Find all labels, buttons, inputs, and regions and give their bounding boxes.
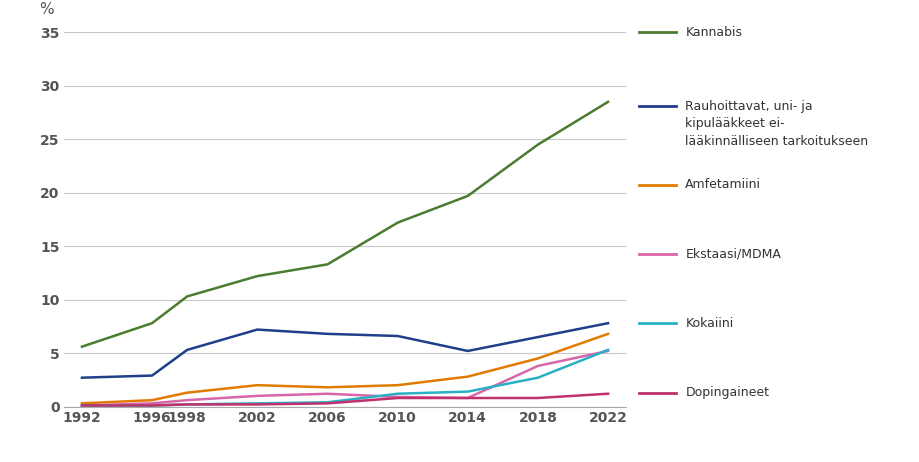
Text: Kokaiini: Kokaiini — [685, 317, 732, 330]
Ekstaasi/MDMA — [181, 397, 192, 403]
Dopingaineet — [602, 391, 613, 396]
Dopingaineet — [181, 401, 192, 407]
Kokaiini — [602, 347, 613, 353]
Kannabis — [391, 220, 403, 225]
Rauhoittavat, uni- ja
kipulääkkeet ei-
lääkinnälliseen tarkoitukseen — [602, 320, 613, 326]
Amfetamiini — [252, 383, 263, 388]
Dopingaineet — [532, 395, 543, 401]
Dopingaineet — [461, 395, 472, 401]
Text: Rauhoittavat, uni- ja: Rauhoittavat, uni- ja — [685, 100, 812, 113]
Kannabis — [146, 320, 157, 326]
Dopingaineet — [76, 403, 87, 408]
Amfetamiini — [602, 331, 613, 337]
Line: Kokaiini: Kokaiini — [82, 350, 607, 406]
Amfetamiini — [146, 397, 157, 403]
Kannabis — [181, 294, 192, 299]
Ekstaasi/MDMA — [322, 391, 333, 396]
Kannabis — [252, 274, 263, 279]
Rauhoittavat, uni- ja
kipulääkkeet ei-
lääkinnälliseen tarkoitukseen — [146, 373, 157, 378]
Rauhoittavat, uni- ja
kipulääkkeet ei-
lääkinnälliseen tarkoitukseen — [181, 347, 192, 353]
Dopingaineet — [391, 395, 403, 401]
Amfetamiini — [532, 356, 543, 361]
Dopingaineet — [322, 401, 333, 406]
Amfetamiini — [76, 401, 87, 406]
Text: Kannabis: Kannabis — [685, 26, 742, 39]
Line: Rauhoittavat, uni- ja
kipulääkkeet ei-
lääkinnälliseen tarkoitukseen: Rauhoittavat, uni- ja kipulääkkeet ei- l… — [82, 323, 607, 378]
Ekstaasi/MDMA — [76, 403, 87, 408]
Rauhoittavat, uni- ja
kipulääkkeet ei-
lääkinnälliseen tarkoitukseen — [391, 333, 403, 339]
Amfetamiini — [322, 384, 333, 390]
Kannabis — [532, 142, 543, 147]
Rauhoittavat, uni- ja
kipulääkkeet ei-
lääkinnälliseen tarkoitukseen — [322, 331, 333, 337]
Ekstaasi/MDMA — [391, 394, 403, 400]
Kokaiini — [391, 391, 403, 396]
Kokaiini — [532, 375, 543, 381]
Rauhoittavat, uni- ja
kipulääkkeet ei-
lääkinnälliseen tarkoitukseen — [76, 375, 87, 381]
Rauhoittavat, uni- ja
kipulääkkeet ei-
lääkinnälliseen tarkoitukseen — [252, 327, 263, 332]
Ekstaasi/MDMA — [461, 395, 472, 401]
Line: Dopingaineet: Dopingaineet — [82, 394, 607, 406]
Amfetamiini — [391, 383, 403, 388]
Rauhoittavat, uni- ja
kipulääkkeet ei-
lääkinnälliseen tarkoitukseen — [532, 334, 543, 340]
Amfetamiini — [461, 374, 472, 379]
Ekstaasi/MDMA — [146, 401, 157, 406]
Kannabis — [76, 344, 87, 349]
Text: %: % — [40, 2, 53, 18]
Kannabis — [602, 99, 613, 104]
Kannabis — [461, 193, 472, 199]
Rauhoittavat, uni- ja
kipulääkkeet ei-
lääkinnälliseen tarkoitukseen — [461, 348, 472, 354]
Kokaiini — [146, 403, 157, 408]
Ekstaasi/MDMA — [252, 393, 263, 399]
Kokaiini — [181, 401, 192, 407]
Dopingaineet — [146, 403, 157, 408]
Ekstaasi/MDMA — [532, 363, 543, 369]
Line: Ekstaasi/MDMA: Ekstaasi/MDMA — [82, 351, 607, 406]
Text: kipulääkkeet ei-: kipulääkkeet ei- — [685, 117, 784, 130]
Text: Amfetamiini: Amfetamiini — [685, 178, 761, 191]
Kokaiini — [76, 403, 87, 408]
Kokaiini — [461, 389, 472, 395]
Ekstaasi/MDMA — [602, 348, 613, 354]
Text: Ekstaasi/MDMA: Ekstaasi/MDMA — [685, 248, 780, 261]
Kokaiini — [252, 401, 263, 406]
Kokaiini — [322, 400, 333, 405]
Dopingaineet — [252, 401, 263, 407]
Text: Dopingaineet: Dopingaineet — [685, 386, 768, 399]
Kannabis — [322, 261, 333, 267]
Amfetamiini — [181, 390, 192, 395]
Line: Amfetamiini: Amfetamiini — [82, 334, 607, 403]
Text: lääkinnälliseen tarkoitukseen: lääkinnälliseen tarkoitukseen — [685, 135, 868, 148]
Line: Kannabis: Kannabis — [82, 102, 607, 346]
